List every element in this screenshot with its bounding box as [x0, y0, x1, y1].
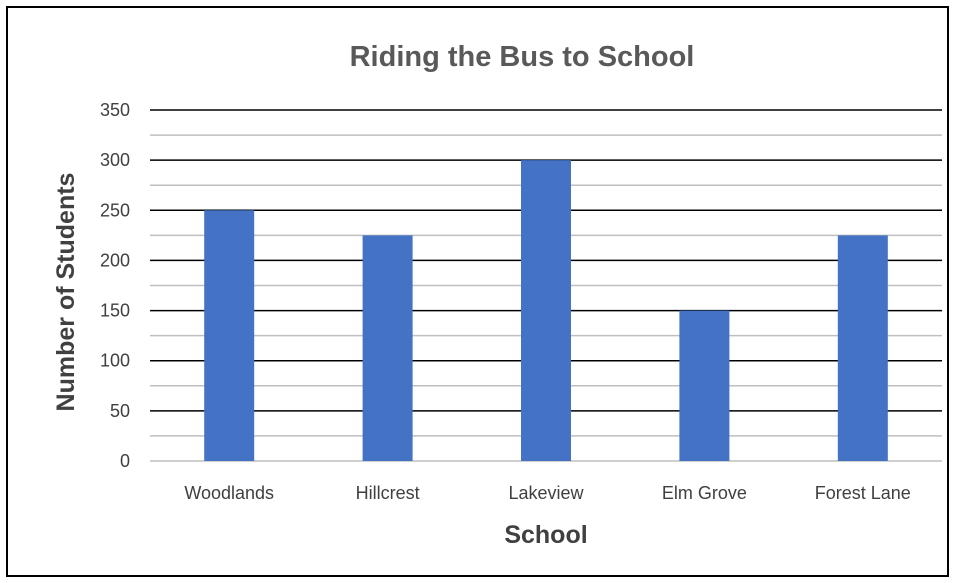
bar-woodlands [204, 210, 255, 461]
y-tick-labels: 0 50 100 150 200 250 300 350 [100, 100, 130, 471]
bar-chart: Riding the Bus to School 0 50 100 150 200 250… [52, 41, 942, 549]
x-tick-label: Hillcrest [356, 483, 420, 503]
y-tick-label: 0 [120, 451, 130, 471]
x-tick-label: Forest Lane [815, 483, 911, 503]
y-tick-label: 350 [100, 100, 130, 120]
y-tick-label: 150 [100, 301, 130, 321]
y-tick-label: 250 [100, 200, 130, 220]
bars [204, 160, 888, 461]
x-tick-labels: Woodlands Hillcrest Lakeview Elm Grove Fores… [184, 483, 910, 503]
y-tick-label: 200 [100, 250, 130, 270]
chart-frame: Riding the Bus to School 0 50 100 150 200 250… [6, 6, 949, 577]
y-tick-label: 100 [100, 351, 130, 371]
bar-hillcrest [362, 235, 413, 461]
y-axis-title: Number of Students [52, 173, 80, 412]
bar-lakeview [521, 160, 571, 461]
chart-title: Riding the Bus to School [350, 41, 695, 73]
x-axis-title: School [504, 521, 587, 549]
x-tick-label: Elm Grove [662, 483, 747, 503]
x-tick-label: Lakeview [508, 483, 584, 503]
bar-elm-grove [679, 310, 730, 461]
y-tick-label: 300 [100, 150, 130, 170]
x-tick-label: Woodlands [184, 483, 274, 503]
y-tick-label: 50 [110, 401, 130, 421]
bar-forest-lane [837, 235, 888, 461]
